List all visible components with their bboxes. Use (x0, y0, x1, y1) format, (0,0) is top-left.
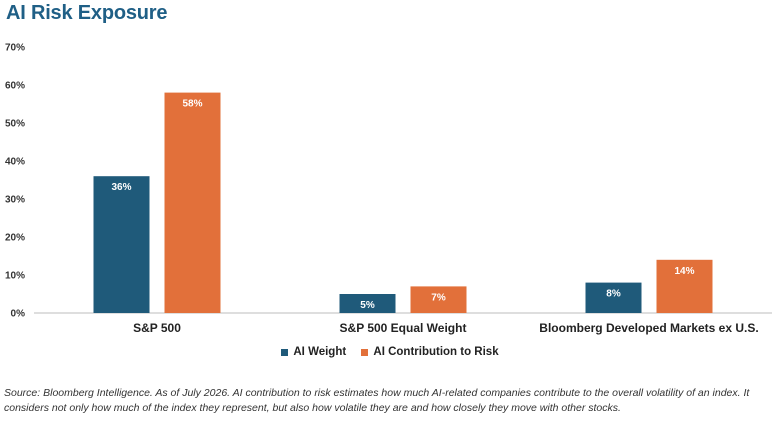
bar-data-label: 7% (431, 292, 446, 303)
y-tick-label: 60% (5, 81, 25, 92)
bar (93, 176, 150, 313)
bar-data-label: 36% (111, 182, 131, 193)
y-tick-label: 50% (5, 119, 25, 130)
y-tick-label: 20% (5, 233, 25, 244)
legend-item-ai-contribution: AI Contribution to Risk (361, 346, 499, 358)
x-category-label: S&P 500 (133, 321, 181, 335)
bar-data-label: 5% (360, 300, 375, 311)
y-tick-label: 40% (5, 157, 25, 168)
bar (656, 259, 713, 313)
bar-data-label: 14% (674, 266, 694, 277)
chart-title: AI Risk Exposure (6, 2, 168, 24)
legend-swatch-ai-weight (281, 348, 289, 356)
bar (585, 282, 642, 313)
bar-data-label: 8% (606, 289, 621, 300)
legend-label-ai-weight: AI Weight (293, 346, 347, 358)
x-category-label: Bloomberg Developed Markets ex U.S. (539, 321, 758, 335)
y-tick-label: 0% (11, 309, 26, 320)
y-tick-label: 30% (5, 195, 25, 206)
bar (164, 92, 221, 313)
bar-chart: 0% 10% 20% 30% 40% 50% 60% 70% 36% 58% S&P 500 5% 7%… (5, 43, 772, 335)
y-tick-label: 70% (5, 43, 25, 54)
bar (410, 286, 467, 313)
bar (339, 294, 396, 313)
x-category-label: S&P 500 Equal Weight (340, 321, 467, 335)
bar-data-label: 58% (182, 99, 202, 110)
source-note: Source: Bloomberg Intelligence. As of Ju… (4, 387, 750, 414)
y-tick-label: 10% (5, 271, 25, 282)
legend-label-ai-contribution: AI Contribution to Risk (373, 346, 499, 358)
chart-legend: AI Weight AI Contribution to Risk (0, 346, 780, 359)
legend-item-ai-weight: AI Weight (281, 346, 346, 358)
legend-swatch-ai-contribution (361, 348, 369, 356)
